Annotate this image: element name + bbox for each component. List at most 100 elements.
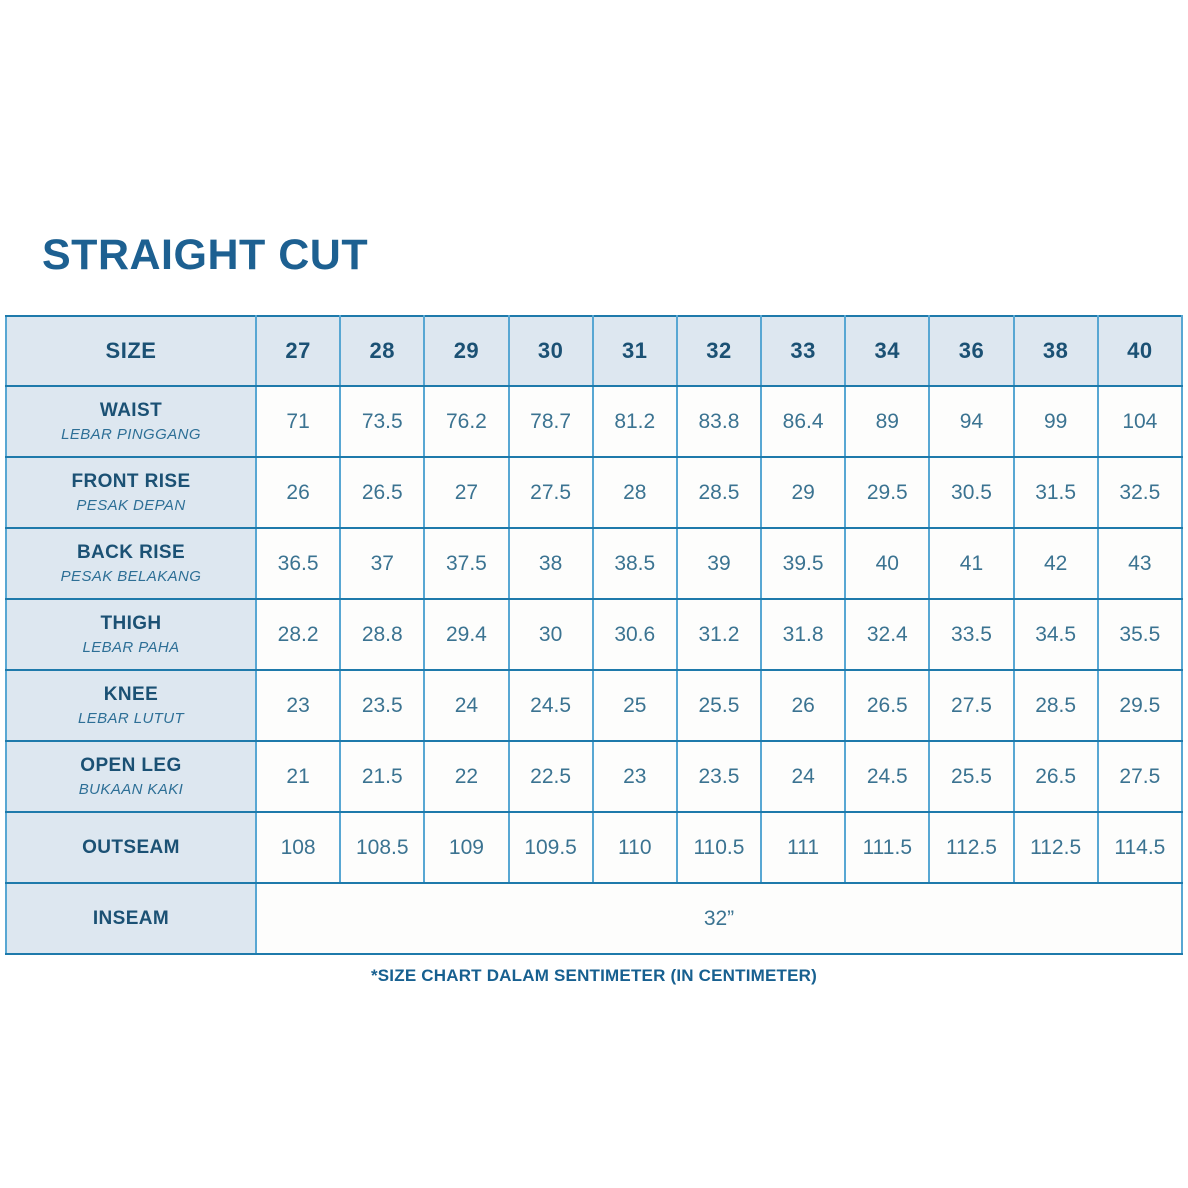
row-label-open-leg: OPEN LEG BUKAAN KAKI (5, 740, 257, 813)
cell-value: 30 (507, 598, 594, 671)
cell-value: 110 (591, 811, 678, 884)
row-label-thigh: THIGH LEBAR PAHA (5, 598, 257, 671)
cell-value: 29 (760, 456, 847, 529)
row-label-waist: WAIST LEBAR PINGGANG (5, 385, 257, 458)
cell-value: 35.5 (1096, 598, 1184, 671)
row-sublabel-text: PESAK BELAKANG (60, 567, 202, 585)
cell-value: 26.5 (1012, 740, 1099, 813)
size-column-28: 28 (339, 315, 426, 387)
row-label-text: OUTSEAM (82, 836, 180, 858)
cell-value: 23 (254, 669, 342, 742)
size-header-row: SIZE 27 28 29 30 31 32 33 34 36 38 40 (5, 315, 1184, 387)
cell-value: 28.5 (675, 456, 763, 529)
cell-value: 39.5 (760, 527, 847, 600)
cell-value: 112.5 (928, 811, 1015, 884)
cell-value: 111 (760, 811, 847, 884)
table-row-outseam: OUTSEAM 108 108.5 109 109.5 110 110.5 11… (5, 811, 1184, 884)
cell-value: 34.5 (1012, 598, 1099, 671)
cell-value: 43 (1096, 527, 1184, 600)
row-sublabel-text: LEBAR PAHA (82, 638, 180, 656)
size-column-33: 33 (760, 315, 847, 387)
row-label-knee: KNEE LEBAR LUTUT (5, 669, 257, 742)
cell-value: 25.5 (675, 669, 763, 742)
cell-value: 27 (423, 456, 510, 529)
row-sublabel-text: PESAK DEPAN (76, 496, 186, 514)
size-column-27: 27 (254, 315, 342, 387)
page-title: STRAIGHT CUT (42, 231, 369, 279)
cell-value: 86.4 (760, 385, 847, 458)
cell-value: 111.5 (844, 811, 931, 884)
cell-value: 21.5 (339, 740, 426, 813)
cell-value: 27.5 (1096, 740, 1184, 813)
inseam-value-cell: 32” (255, 882, 1183, 955)
cell-value: 104 (1096, 385, 1184, 458)
cell-value: 27.5 (507, 456, 594, 529)
cell-value: 23.5 (675, 740, 763, 813)
cell-value: 32.5 (1096, 456, 1184, 529)
size-column-32: 32 (675, 315, 763, 387)
cell-value: 26.5 (844, 669, 931, 742)
table-row-thigh: THIGH LEBAR PAHA 28.2 28.8 29.4 30 30.6 … (5, 598, 1184, 671)
row-label-back-rise: BACK RISE PESAK BELAKANG (5, 527, 257, 600)
table-row-knee: KNEE LEBAR LUTUT 23 23.5 24 24.5 25 25.5… (5, 669, 1184, 742)
cell-value: 22 (423, 740, 510, 813)
table-row-open-leg: OPEN LEG BUKAAN KAKI 21 21.5 22 22.5 23 … (5, 740, 1184, 813)
cell-value: 21 (254, 740, 342, 813)
cell-value: 112.5 (1012, 811, 1099, 884)
size-column-40: 40 (1096, 315, 1184, 387)
cell-value: 39 (675, 527, 763, 600)
cell-value: 71 (254, 385, 342, 458)
cell-value: 114.5 (1096, 811, 1184, 884)
row-label-text: KNEE (103, 683, 159, 705)
cell-value: 83.8 (675, 385, 763, 458)
row-label-text: BACK RISE (76, 541, 186, 563)
cell-value: 24 (760, 740, 847, 813)
size-column-36: 36 (928, 315, 1015, 387)
cell-value: 29.4 (423, 598, 510, 671)
row-sublabel-text: LEBAR LUTUT (77, 709, 185, 727)
cell-value: 24.5 (507, 669, 594, 742)
row-label-text: OPEN LEG (80, 754, 182, 776)
cell-value: 109 (423, 811, 510, 884)
cell-value: 27.5 (928, 669, 1015, 742)
cell-value: 24 (423, 669, 510, 742)
cell-value: 31.5 (1012, 456, 1099, 529)
size-column-29: 29 (423, 315, 510, 387)
cell-value: 31.8 (760, 598, 847, 671)
cell-value: 37.5 (423, 527, 510, 600)
cell-value: 33.5 (928, 598, 1015, 671)
cell-value: 23 (591, 740, 678, 813)
size-column-31: 31 (591, 315, 678, 387)
cell-value: 28.5 (1012, 669, 1099, 742)
footnote: *SIZE CHART DALAM SENTIMETER (IN CENTIME… (370, 966, 818, 985)
cell-value: 108.5 (339, 811, 426, 884)
cell-value: 78.7 (507, 385, 594, 458)
cell-value: 26 (760, 669, 847, 742)
cell-value: 109.5 (507, 811, 594, 884)
cell-value: 26.5 (339, 456, 426, 529)
cell-value: 89 (844, 385, 931, 458)
cell-value: 94 (928, 385, 1015, 458)
row-label-text: FRONT RISE (71, 470, 191, 492)
size-column-38: 38 (1012, 315, 1099, 387)
row-label-text: WAIST (99, 399, 163, 421)
cell-value: 28.2 (254, 598, 342, 671)
cell-value: 76.2 (423, 385, 510, 458)
cell-value: 81.2 (591, 385, 678, 458)
cell-value: 73.5 (339, 385, 426, 458)
size-header-label: SIZE (5, 315, 257, 387)
cell-value: 28 (591, 456, 678, 529)
cell-value: 41 (928, 527, 1015, 600)
cell-value: 42 (1012, 527, 1099, 600)
cell-value: 23.5 (339, 669, 426, 742)
table-row-back-rise: BACK RISE PESAK BELAKANG 36.5 37 37.5 38… (5, 527, 1184, 600)
row-sublabel-text: LEBAR PINGGANG (61, 425, 201, 443)
cell-value: 32.4 (844, 598, 931, 671)
cell-value: 31.2 (675, 598, 763, 671)
cell-value: 22.5 (507, 740, 594, 813)
table-row-inseam: INSEAM 32” (5, 882, 1183, 955)
cell-value: 25 (591, 669, 678, 742)
cell-value: 37 (339, 527, 426, 600)
table-row-waist: WAIST LEBAR PINGGANG 71 73.5 76.2 78.7 8… (5, 385, 1184, 458)
